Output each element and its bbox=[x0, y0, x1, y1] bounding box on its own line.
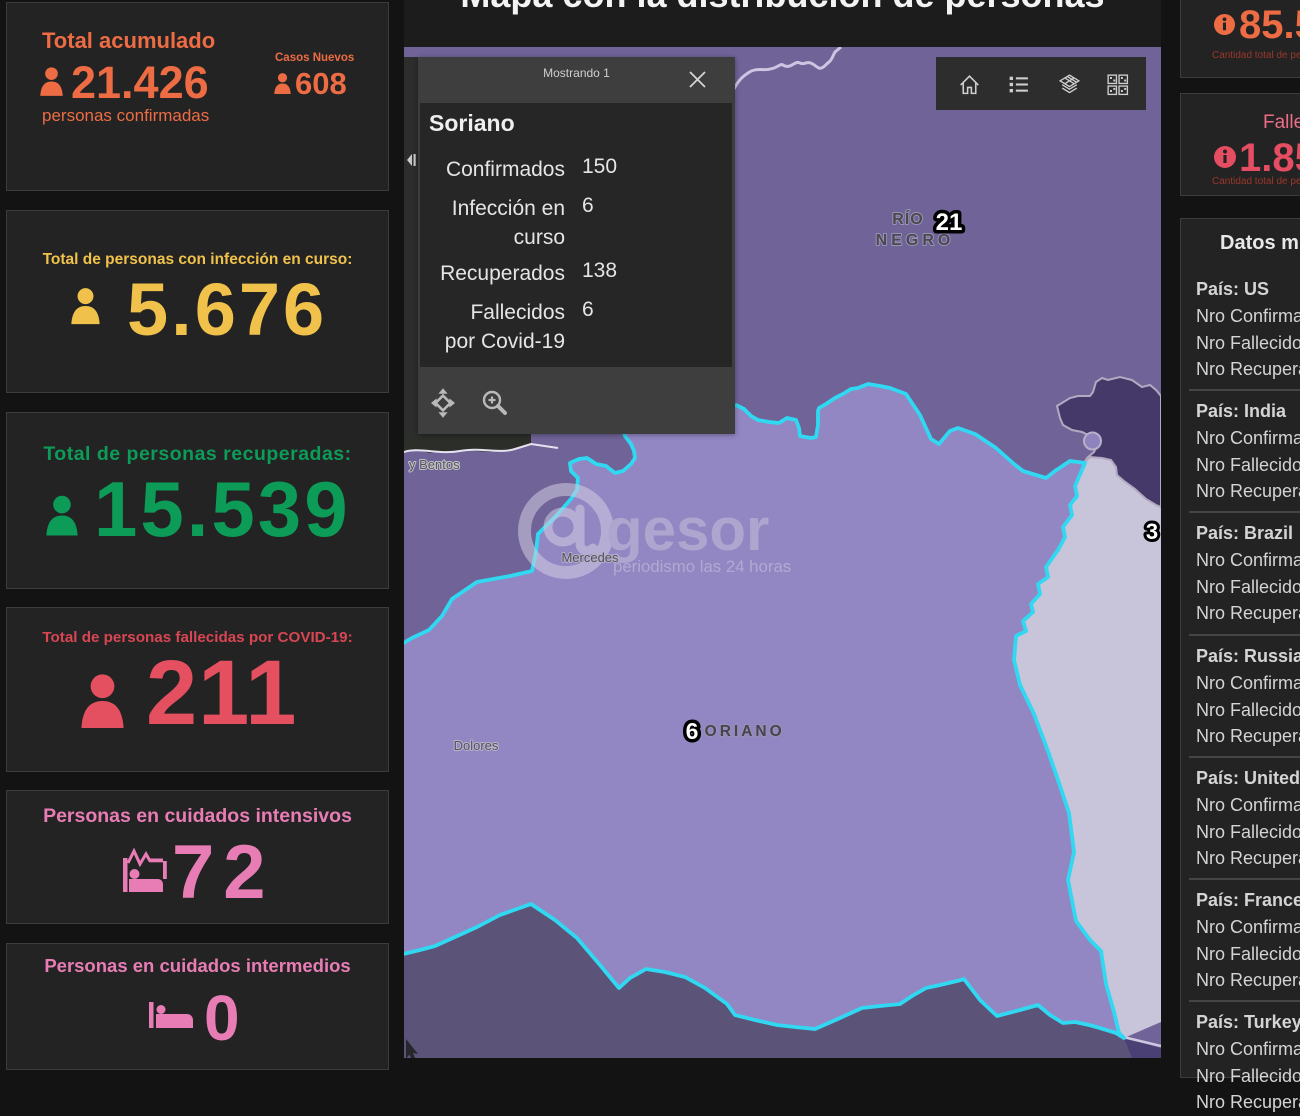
svg-text:periodismo las 24 horas: periodismo las 24 horas bbox=[613, 557, 791, 576]
svg-text:RÍO: RÍO bbox=[892, 209, 923, 228]
svg-text:21: 21 bbox=[936, 209, 963, 236]
svg-text:3: 3 bbox=[1146, 519, 1158, 544]
svg-text:Mercedes: Mercedes bbox=[561, 550, 619, 565]
svg-text:SORIANO: SORIANO bbox=[691, 723, 784, 740]
svg-text:y Bentos: y Bentos bbox=[409, 457, 460, 472]
svg-text:6: 6 bbox=[686, 718, 699, 744]
svg-text:Dolores: Dolores bbox=[454, 738, 499, 753]
svg-text:gesor: gesor bbox=[606, 496, 769, 563]
svg-text:NEGRO: NEGRO bbox=[876, 232, 955, 249]
